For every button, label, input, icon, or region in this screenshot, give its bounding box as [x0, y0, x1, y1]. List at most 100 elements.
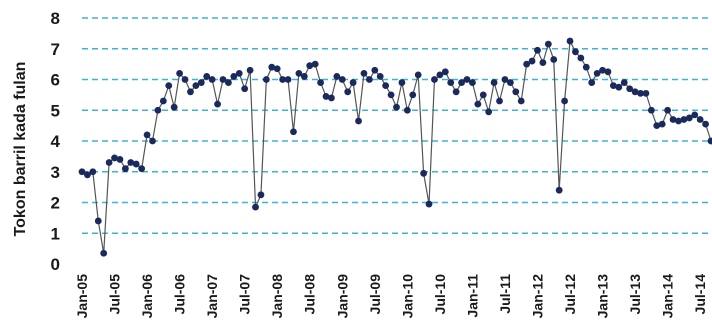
grid-lines [82, 17, 711, 235]
data-point [544, 40, 552, 48]
data-point [403, 106, 411, 114]
data-point [463, 76, 471, 83]
x-axis-ticks: Jan-05 Jul-05 Jan-06 Jul-06 Jan-07 Jul-07 Jan-… [74, 274, 708, 319]
y-tick-label: 2 [51, 194, 60, 213]
x-tick-label: Jul-10 [432, 274, 448, 315]
x-tick-label: Jul-13 [627, 274, 643, 315]
x-tick-label: Jan-14 [660, 274, 676, 319]
data-point [387, 91, 395, 99]
data-point [365, 76, 373, 83]
x-tick-label: Jul-05 [107, 274, 123, 315]
data-point [84, 171, 91, 179]
data-point [143, 131, 151, 139]
y-tick-label: 4 [51, 132, 61, 151]
data-point [474, 100, 482, 108]
x-tick-label: Jan-07 [204, 274, 220, 319]
data-point [219, 76, 227, 83]
y-tick-label: 1 [51, 224, 60, 243]
y-tick-label: 6 [51, 71, 60, 90]
data-point [452, 88, 460, 96]
data-point [398, 79, 406, 86]
data-point [441, 68, 449, 76]
data-point [290, 128, 297, 136]
data-point [631, 88, 639, 96]
data-point [246, 66, 254, 74]
data-point [317, 79, 324, 86]
data-point [431, 76, 438, 83]
data-point [230, 73, 238, 80]
data-point [696, 116, 704, 123]
data-point [311, 60, 319, 68]
data-point [501, 76, 509, 83]
x-tick-label: Jan-13 [595, 274, 611, 319]
data-point [360, 69, 368, 77]
data-point [469, 79, 476, 86]
data-point [577, 54, 585, 62]
data-point [187, 88, 194, 96]
data-point [149, 137, 156, 145]
y-tick-label: 0 [51, 255, 60, 274]
data-point [599, 66, 606, 74]
data-point [241, 85, 249, 93]
data-point [300, 73, 308, 80]
data-point [295, 69, 303, 77]
data-point [593, 69, 601, 77]
data-point [159, 97, 167, 105]
x-tick-label: Jul-08 [302, 274, 318, 315]
data-point [154, 106, 162, 114]
data-point [702, 120, 709, 128]
data-point [328, 94, 335, 102]
x-tick-label: Jan-08 [269, 274, 285, 319]
data-point [170, 103, 178, 111]
data-point [664, 106, 672, 114]
data-point [561, 97, 568, 105]
data-point [121, 165, 129, 173]
data-point [197, 79, 205, 86]
x-tick-label: Jul-06 [172, 274, 188, 315]
data-point [675, 117, 682, 125]
x-tick-label: Jul-07 [237, 274, 253, 315]
data-point [165, 82, 173, 90]
data-point [284, 76, 292, 83]
data-point [78, 168, 86, 176]
data-point [273, 65, 281, 73]
y-axis-label: Tokon barril kada fulan [12, 62, 29, 237]
data-point [528, 57, 536, 65]
data-point [647, 106, 655, 114]
data-point [572, 48, 579, 56]
data-point [214, 100, 221, 108]
data-point [588, 79, 596, 86]
y-tick-label: 5 [51, 101, 60, 120]
data-point [517, 97, 525, 105]
data-point [458, 79, 465, 86]
data-point [132, 160, 140, 168]
data-point [192, 82, 200, 90]
data-point [89, 168, 97, 176]
data-point [539, 59, 547, 66]
data-point [371, 66, 379, 74]
data-point [555, 186, 563, 194]
data-point [512, 88, 520, 96]
data-point [496, 97, 503, 105]
data-point [642, 89, 650, 97]
y-tick-label: 3 [51, 163, 60, 182]
data-point [257, 191, 265, 199]
data-point [707, 137, 712, 145]
data-point [615, 83, 623, 91]
y-tick-label: 7 [51, 40, 60, 59]
data-point [609, 82, 617, 90]
data-point [127, 159, 135, 166]
data-point [181, 76, 189, 83]
data-point [550, 56, 558, 63]
data-point [447, 79, 455, 86]
data-point [658, 120, 666, 128]
data-point [100, 249, 108, 257]
data-point [637, 89, 644, 97]
data-point [105, 159, 113, 166]
data-point [225, 79, 232, 86]
x-tick-label: Jul-12 [562, 274, 578, 315]
data-point [382, 82, 390, 90]
data-point [620, 79, 628, 86]
data-point [235, 69, 243, 77]
